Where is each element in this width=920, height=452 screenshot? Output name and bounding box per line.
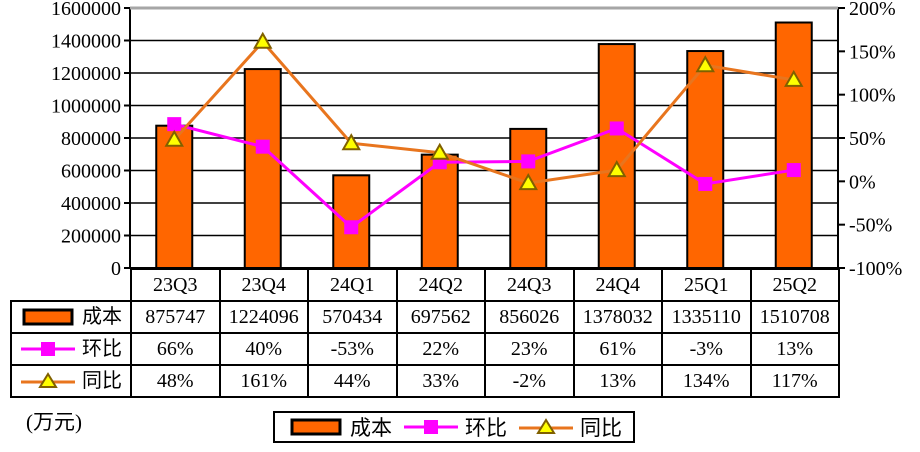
- table-cell: 1335110: [661, 300, 752, 334]
- table-cell: 161%: [218, 364, 309, 398]
- right-axis-label: -100%: [849, 258, 902, 280]
- table-cell: 875747: [130, 300, 221, 334]
- huanbi-line: [173, 122, 794, 230]
- tongbi-marker: [607, 160, 627, 178]
- left-axis-label: 1600000: [51, 0, 121, 20]
- right-axis-label: 200%: [849, 0, 896, 20]
- cost-bar: [774, 21, 813, 270]
- huanbi-marker: [786, 163, 801, 178]
- cost-bar: [509, 127, 548, 269]
- huanbi-marker: [344, 220, 359, 235]
- table-cell: -2%: [484, 364, 575, 398]
- table-cell: 22%: [395, 332, 486, 366]
- huanbi-marker: [255, 139, 270, 154]
- table-cell: 697562: [395, 300, 486, 334]
- table-cell: 1510708: [749, 300, 840, 334]
- row-label-cost: 成本: [82, 306, 122, 328]
- legend-label: 成本: [350, 416, 392, 440]
- table-cell: 117%: [749, 364, 840, 398]
- right-axis-label: -50%: [849, 215, 892, 237]
- table-cell: 61%: [572, 332, 663, 366]
- table-cell: -53%: [307, 332, 398, 366]
- data-table: 23Q3 23Q4 24Q1 24Q2 24Q3 24Q4 25Q1 25Q2 …: [10, 268, 840, 398]
- legend-item-cost: 成本: [289, 412, 392, 442]
- table-cell: 13%: [572, 364, 663, 398]
- table-row-tongbi: 同比 48% 161% 44% 33% -2% 13% 134% 117%: [10, 364, 840, 398]
- huanbi-line-icon: [21, 342, 75, 356]
- right-axis-label: 0%: [849, 171, 876, 193]
- row-key-huanbi: 环比: [10, 332, 132, 366]
- unit-label: (万元): [26, 410, 82, 434]
- table-cell: 1378032: [572, 300, 663, 334]
- plot-area: 0 200000 400000 600000 800000 1000000 1200000 1…: [51, 0, 902, 280]
- table-row-huanbi: 环比 66% 40% -53% 22% 23% 61% -3% 13%: [10, 332, 840, 366]
- legend-label: 环比: [465, 416, 507, 440]
- table-corner-blank: [11, 269, 131, 301]
- tongbi-line-icon: [21, 372, 75, 388]
- tongbi-marker: [341, 133, 361, 151]
- tongbi-marker: [164, 129, 184, 147]
- cost-bar-icon: [22, 308, 74, 326]
- category-header: 23Q4: [218, 268, 309, 302]
- huanbi-line-icon: [404, 420, 458, 434]
- table-cell: 40%: [218, 332, 309, 366]
- huanbi-marker: [609, 121, 624, 136]
- row-key-tongbi: 同比: [10, 364, 132, 398]
- category-header: 25Q2: [749, 268, 840, 302]
- chart-legend: 成本 环比 同比: [273, 411, 635, 443]
- left-axis-label: 1000000: [51, 96, 121, 118]
- left-axis-label: 800000: [61, 128, 121, 150]
- cost-bar-icon: [290, 418, 342, 436]
- table-cell: -3%: [661, 332, 752, 366]
- huanbi-marker: [698, 176, 713, 191]
- left-axis-label: 600000: [61, 161, 121, 183]
- table-cell: 48%: [130, 364, 221, 398]
- table-cell: 1224096: [218, 300, 309, 334]
- tongbi-marker: [784, 69, 804, 87]
- right-axis-label: 150%: [849, 41, 896, 63]
- legend-label: 同比: [580, 416, 622, 440]
- table-cell: 44%: [307, 364, 398, 398]
- category-header: 24Q4: [572, 268, 663, 302]
- table-cell: 856026: [484, 300, 575, 334]
- cost-bar: [420, 153, 459, 270]
- category-header: 24Q1: [307, 268, 398, 302]
- left-axis-label: 1200000: [51, 63, 121, 85]
- legend-item-huanbi: 环比: [404, 412, 507, 442]
- tongbi-line-icon: [519, 418, 573, 434]
- category-header-row: 23Q3 23Q4 24Q1 24Q2 24Q3 24Q4 25Q1 25Q2: [11, 268, 840, 302]
- legend-item-tongbi: 同比: [519, 412, 622, 442]
- left-axis-label: 400000: [61, 193, 121, 215]
- left-axis-label: 0: [111, 258, 121, 280]
- right-axis-label: 50%: [849, 128, 886, 150]
- left-axis-label: 1400000: [51, 31, 121, 53]
- huanbi-marker: [167, 117, 182, 132]
- row-label-huanbi: 环比: [82, 338, 122, 360]
- right-axis-label: 100%: [849, 85, 896, 107]
- table-cell: 23%: [484, 332, 575, 366]
- left-axis-label: 200000: [61, 226, 121, 248]
- table-cell: 134%: [661, 364, 752, 398]
- table-row-cost: 成本 875747 1224096 570434 697562 856026 1…: [10, 300, 840, 334]
- huanbi-marker: [521, 154, 536, 169]
- category-header: 23Q3: [130, 268, 221, 302]
- category-header: 24Q2: [395, 268, 486, 302]
- cost-bar: [155, 124, 194, 269]
- category-header: 24Q3: [484, 268, 575, 302]
- table-cell: 66%: [130, 332, 221, 366]
- table-cell: 33%: [395, 364, 486, 398]
- table-cell: 570434: [307, 300, 398, 334]
- tongbi-marker: [430, 142, 450, 160]
- cost-bar: [686, 50, 725, 269]
- row-key-cost: 成本: [10, 300, 132, 334]
- cost-bar: [243, 68, 282, 269]
- category-header: 25Q1: [661, 268, 752, 302]
- tongbi-line: [173, 39, 794, 185]
- table-cell: 13%: [749, 332, 840, 366]
- tongbi-marker: [518, 173, 538, 191]
- tongbi-marker: [695, 55, 715, 73]
- tongbi-marker: [253, 31, 273, 49]
- row-label-tongbi: 同比: [82, 370, 122, 392]
